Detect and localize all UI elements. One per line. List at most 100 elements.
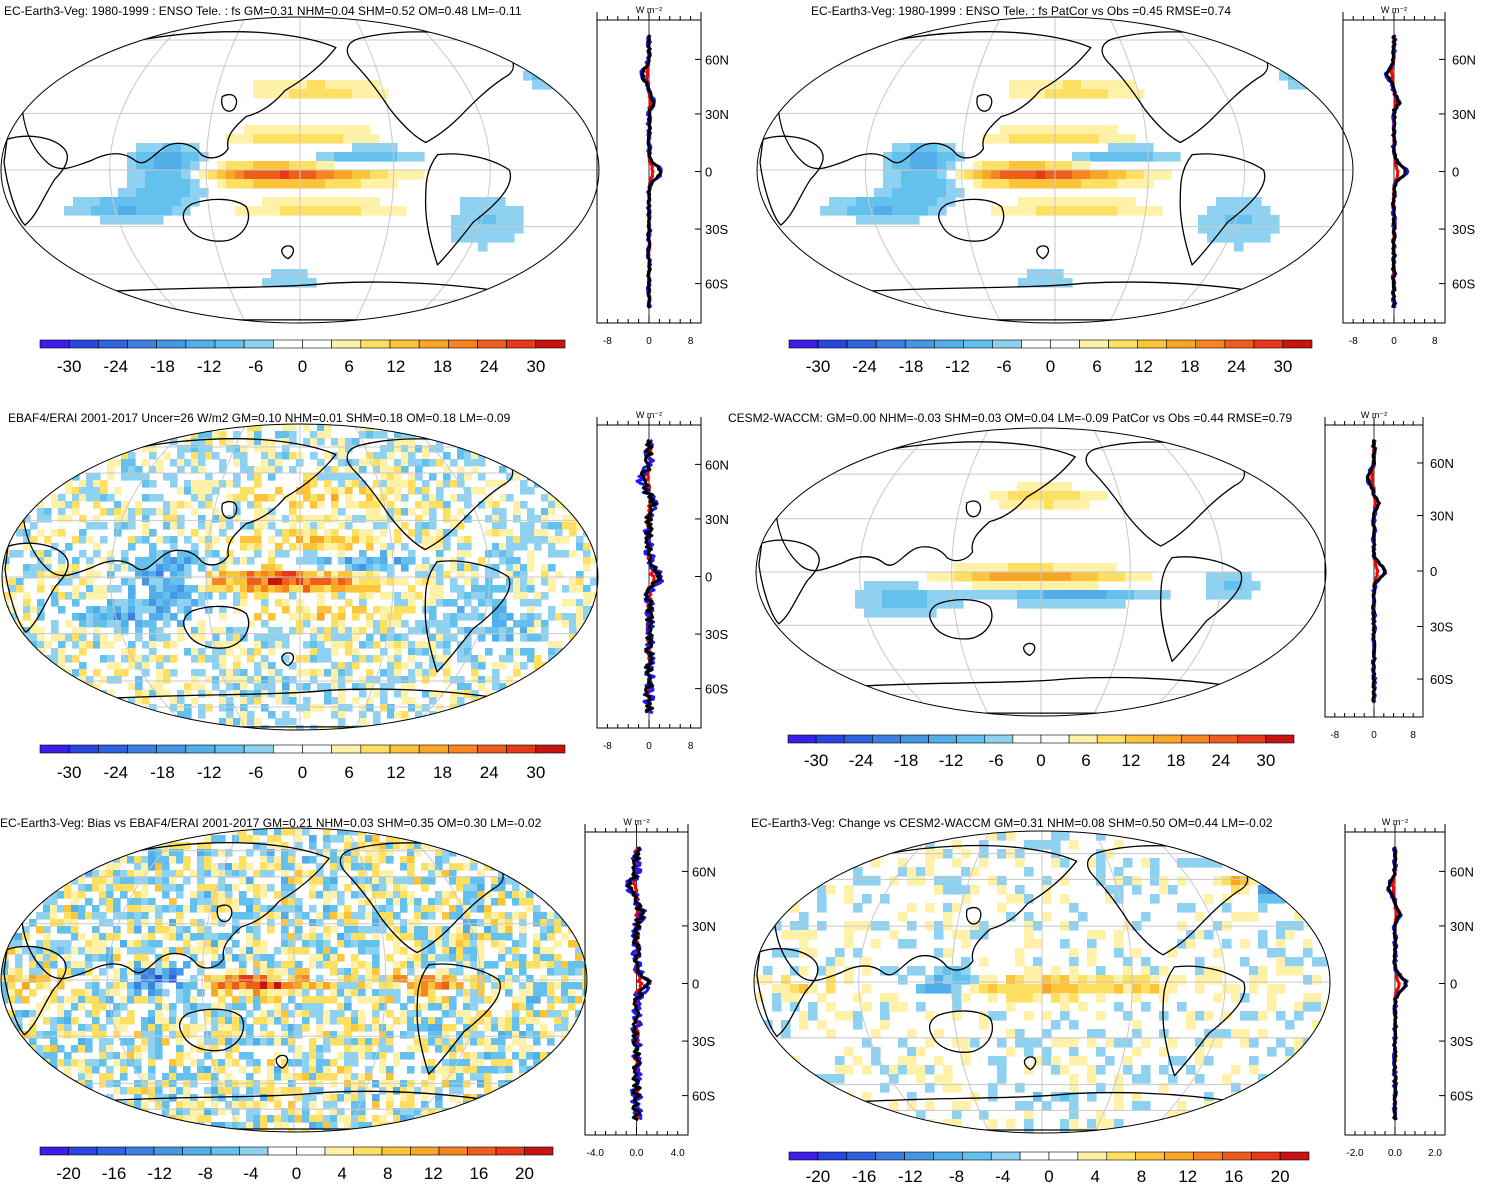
field-cell [253, 1066, 261, 1074]
field-cell [211, 863, 219, 871]
field-cell [58, 606, 66, 614]
field-cell [408, 606, 416, 614]
field-cell [512, 891, 520, 899]
field-cell [407, 933, 415, 941]
field-cell [928, 143, 938, 153]
field-cell [491, 933, 499, 941]
field-cell [148, 1052, 156, 1060]
field-cell [50, 954, 58, 962]
field-cell [491, 975, 499, 983]
field-cell [114, 487, 122, 495]
field-cell [232, 919, 240, 927]
field-cell [394, 473, 402, 481]
field-cell [93, 494, 101, 502]
field-cell [408, 473, 416, 481]
field-cell [344, 919, 352, 927]
field-cell [422, 648, 430, 656]
field-cell [198, 515, 206, 523]
field-cell [170, 641, 178, 649]
field-cell [92, 884, 100, 892]
field-cell [261, 704, 269, 712]
field-cell [352, 438, 360, 446]
field-cell [113, 954, 121, 962]
field-cell [380, 543, 388, 551]
field-cell [380, 725, 388, 730]
field-cell [106, 961, 114, 969]
field-cell [85, 912, 93, 920]
field-cell [212, 655, 220, 663]
field-cell [927, 608, 937, 618]
field-cell [177, 501, 185, 509]
field-cell [883, 152, 893, 162]
field-cell [135, 606, 143, 614]
field-cell [547, 954, 555, 962]
field-cell [64, 1052, 72, 1060]
field-cell [442, 1045, 450, 1053]
field-cell [946, 179, 956, 189]
field-cell [463, 1052, 471, 1060]
field-cell [910, 188, 920, 198]
field-cell [309, 996, 317, 1004]
field-cell [317, 557, 325, 565]
field-cell [226, 641, 234, 649]
field-cell [484, 1017, 492, 1025]
field-cell [163, 515, 171, 523]
field-cell [485, 599, 493, 607]
field-cell [1134, 572, 1144, 582]
field-cell [247, 438, 255, 446]
field-cell [268, 641, 276, 649]
field-cell [253, 842, 261, 850]
field-cell [99, 954, 107, 962]
field-cell [1126, 89, 1136, 99]
field-cell [492, 683, 500, 691]
field-cell [464, 634, 472, 642]
field-cell [163, 613, 171, 621]
field-cell [225, 863, 233, 871]
field-cell [239, 982, 247, 990]
field-cell [561, 996, 569, 1004]
field-cell [499, 508, 507, 516]
field-cell [359, 676, 367, 684]
field-cell [421, 975, 429, 983]
field-cell [295, 975, 303, 983]
field-cell [478, 197, 488, 207]
field-cell [358, 975, 366, 983]
field-cell [254, 641, 262, 649]
field-cell [393, 891, 401, 899]
field-cell [365, 968, 373, 976]
field-cell [554, 919, 562, 927]
field-cell [226, 627, 234, 635]
field-cell [128, 578, 136, 586]
field-cell [99, 1073, 107, 1081]
field-cell [323, 856, 331, 864]
field-cell [176, 842, 184, 850]
field-cell [114, 501, 122, 509]
field-cell [288, 1045, 296, 1053]
field-cell [829, 197, 839, 207]
field-cell [22, 1010, 30, 1018]
field-cell [373, 725, 381, 730]
field-cell [198, 452, 206, 460]
field-cell [253, 968, 261, 976]
field-cell [260, 1101, 268, 1109]
field-cell [154, 161, 164, 171]
field-cell [79, 648, 87, 656]
field-cell [244, 179, 254, 189]
field-cell [92, 1003, 100, 1011]
field-cell [1270, 224, 1280, 234]
field-cell [204, 870, 212, 878]
field-cell [267, 1066, 275, 1074]
field-cell [1117, 134, 1127, 144]
field-cell [51, 620, 59, 628]
field-cell [338, 557, 346, 565]
field-cell [181, 143, 191, 153]
field-cell [477, 1073, 485, 1081]
field-cell [379, 170, 389, 180]
field-cell [576, 634, 584, 642]
field-cell [919, 197, 929, 207]
field-cell [1279, 71, 1289, 81]
field-cell [487, 224, 497, 234]
field-cell [401, 683, 409, 691]
field-cell [225, 898, 233, 906]
field-cell [58, 655, 66, 663]
